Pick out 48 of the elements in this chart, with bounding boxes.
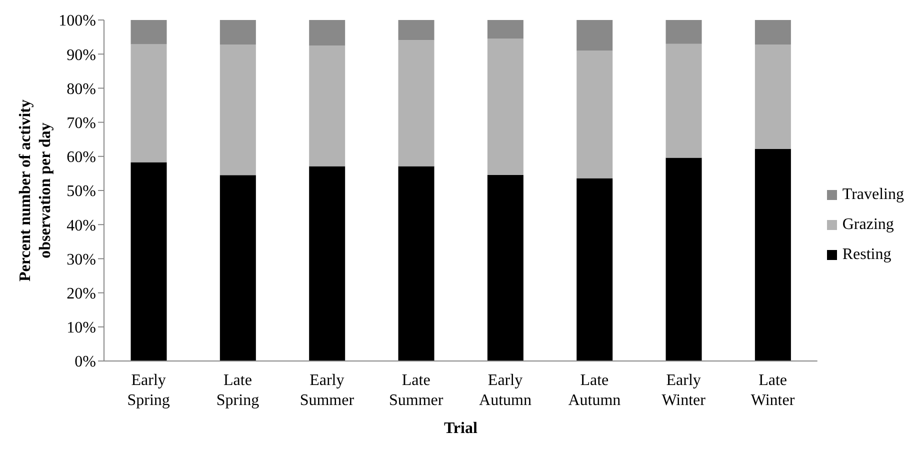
legend-label: Grazing — [842, 216, 894, 234]
y-axis-title: Percent number of activity observation per day — [17, 99, 54, 282]
bar — [754, 148, 791, 361]
bar — [576, 178, 613, 361]
bar — [309, 20, 346, 46]
x-tick-label: Early Spring — [127, 372, 170, 409]
bar — [398, 40, 434, 166]
bar — [666, 158, 702, 361]
x-axis-title: Trial — [444, 420, 478, 437]
y-tick-label: 0% — [74, 354, 96, 371]
y-tick-label: 50% — [66, 183, 96, 200]
bar — [130, 162, 167, 361]
y-tick-label: 40% — [66, 217, 96, 234]
bar — [398, 20, 434, 40]
y-tick-label: 70% — [66, 114, 96, 132]
y-tick-label: 10% — [66, 320, 96, 337]
bar — [754, 20, 791, 45]
bar — [130, 20, 167, 44]
y-tick-label: 60% — [66, 149, 96, 166]
bar — [666, 20, 702, 44]
x-tick-label: Late Autumn — [568, 372, 621, 409]
bar — [487, 20, 524, 39]
bar — [130, 44, 167, 162]
x-tick-label: Early Winter — [662, 372, 706, 409]
y-tick-label: 30% — [66, 251, 96, 268]
bar — [309, 166, 346, 361]
bar — [309, 46, 346, 166]
bar — [666, 44, 702, 158]
x-tick-label: Late Summer — [388, 372, 444, 409]
bar — [220, 44, 256, 176]
x-tick-label: Late Spring — [216, 372, 260, 409]
y-tick-label: 20% — [66, 285, 96, 302]
y-tick-label: 100% — [58, 12, 96, 30]
bar — [487, 174, 524, 361]
bar — [576, 50, 613, 178]
bar — [220, 20, 256, 45]
x-tick-label: Early Autumn — [479, 372, 532, 409]
bar — [220, 175, 256, 361]
bar — [754, 44, 791, 149]
x-tick-label: Late Winter — [750, 372, 796, 409]
x-tick-label: Early Summer — [300, 372, 355, 409]
y-tick-label: 90% — [66, 46, 96, 64]
bar — [576, 20, 613, 51]
y-tick-label: 80% — [66, 80, 96, 98]
bar — [487, 38, 524, 175]
bar — [398, 166, 434, 361]
legend-label: Resting — [842, 246, 892, 264]
legend-label: Traveling — [842, 186, 904, 204]
